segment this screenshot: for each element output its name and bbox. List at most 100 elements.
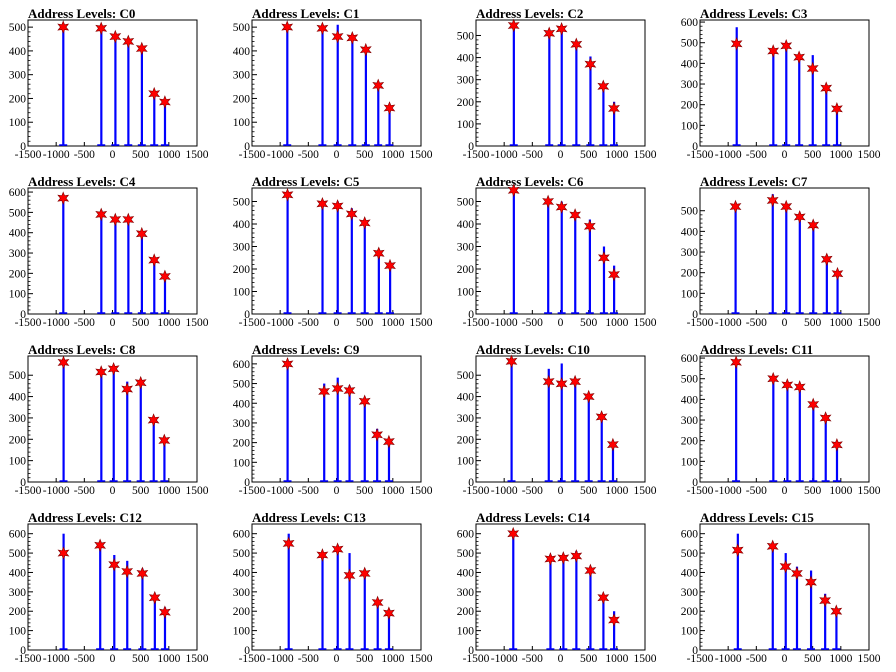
- data-bar: [363, 219, 366, 314]
- data-bar: [387, 438, 391, 482]
- x-tick-label: -500: [298, 485, 319, 497]
- chart-svg: 0 100 200 300 400 500 -1500 -1000 -500 0 500 1000 15…: [9, 355, 209, 497]
- chart-panel: Address Levels: C6 0 100 200 300 400 500 -1500-…: [448, 168, 672, 336]
- chart-svg: 0 100 200 300 400 500 -1500 -1000 -500 0 500 1000 15…: [457, 354, 657, 497]
- y-tick-label: 400: [9, 567, 27, 579]
- y-tick-label: 400: [457, 53, 475, 65]
- y-tick-label: 400: [233, 398, 251, 410]
- data-bar: [321, 28, 324, 146]
- y-tick-label: 0: [20, 477, 26, 489]
- peak-marker: [555, 21, 568, 36]
- data-bar: [153, 593, 156, 650]
- y-tick-label: 500: [233, 197, 251, 209]
- x-tick-label: -500: [298, 149, 319, 161]
- data-bar: [348, 385, 351, 482]
- data-bar: [153, 259, 156, 314]
- peak-marker: [807, 397, 820, 412]
- data-bar: [389, 262, 392, 314]
- chart-title: Address Levels: C4: [28, 174, 136, 189]
- data-bar: [163, 102, 167, 146]
- y-tick-label: 200: [681, 268, 699, 280]
- y-tick-label: 300: [681, 415, 699, 427]
- peak-marker: [148, 590, 161, 605]
- y-tick-label: 300: [9, 587, 27, 599]
- peak-marker: [316, 196, 329, 211]
- x-tick-label: 1500: [858, 149, 881, 161]
- data-bar: [835, 609, 838, 650]
- y-tick-label: 0: [20, 141, 26, 153]
- data-bar: [560, 28, 563, 147]
- chart-title: Address Levels: C11: [700, 342, 814, 357]
- y-tick-label: 300: [457, 242, 475, 254]
- y-tick-label: 0: [244, 309, 250, 321]
- y-tick-label: 600: [9, 187, 27, 199]
- x-tick-label: 0: [110, 485, 116, 497]
- data-bar: [784, 553, 787, 650]
- data-bar: [602, 84, 605, 146]
- peak-marker: [557, 551, 570, 565]
- y-tick-label: 500: [233, 548, 251, 560]
- y-tick-label: 300: [9, 413, 27, 425]
- peak-marker: [122, 34, 135, 49]
- x-tick-label: 0: [110, 317, 116, 329]
- x-tick-label: -1000: [267, 485, 294, 497]
- y-tick-label: 200: [457, 434, 475, 446]
- y-tick-label: 0: [468, 141, 474, 153]
- x-tick-label: 0: [558, 149, 564, 161]
- peak-marker: [597, 79, 610, 94]
- data-bar: [824, 415, 827, 482]
- peak-marker: [382, 606, 395, 621]
- peak-marker: [343, 383, 356, 398]
- data-bar: [153, 93, 156, 146]
- x-tick-label: -1500: [15, 317, 42, 329]
- y-tick-label: 500: [457, 548, 475, 560]
- peak-marker: [134, 375, 147, 390]
- peak-marker: [383, 101, 396, 115]
- peak-marker: [780, 199, 793, 214]
- x-tick-label: -500: [522, 485, 543, 497]
- x-tick-label: 0: [782, 149, 788, 161]
- x-tick-label: -1000: [43, 485, 70, 497]
- x-tick-label: -1500: [687, 149, 714, 161]
- y-tick-label: 100: [457, 287, 475, 299]
- x-tick-label: -500: [522, 653, 543, 665]
- chart-panel: Address Levels: C0 0 100 200 300 400 500 -1500-…: [0, 0, 224, 168]
- peak-marker: [781, 378, 794, 392]
- data-bar: [139, 381, 142, 482]
- data-bar: [126, 560, 129, 650]
- data-bar: [811, 55, 814, 146]
- chart-panel: Address Levels: C8 0 100 200 300 400 500 -1500-…: [0, 336, 224, 504]
- peak-marker: [95, 21, 108, 36]
- y-tick-label: 400: [681, 567, 699, 579]
- y-tick-label: 300: [681, 79, 699, 91]
- peak-marker: [830, 604, 843, 619]
- y-tick-label: 500: [9, 22, 27, 34]
- x-tick-label: 1500: [634, 149, 657, 161]
- y-tick-label: 100: [457, 626, 475, 638]
- y-tick-label: 500: [681, 206, 699, 218]
- x-tick-label: 1000: [381, 149, 404, 161]
- data-bar: [377, 84, 380, 146]
- chart-title: Address Levels: C1: [252, 6, 360, 21]
- peak-marker: [819, 593, 832, 608]
- peak-marker: [148, 86, 161, 101]
- peak-marker: [819, 411, 832, 425]
- x-tick-label: 500: [132, 149, 150, 161]
- data-bar: [377, 251, 380, 314]
- data-bar: [363, 399, 366, 482]
- data-bar: [835, 442, 839, 482]
- peak-marker: [147, 413, 160, 427]
- x-tick-label: 500: [356, 317, 374, 329]
- peak-marker: [346, 30, 359, 45]
- y-tick-label: 0: [20, 309, 26, 321]
- y-tick-label: 400: [681, 226, 699, 238]
- y-tick-label: 0: [692, 309, 698, 321]
- peak-marker: [358, 394, 371, 409]
- y-tick-label: 100: [9, 456, 27, 468]
- y-tick-label: 0: [468, 477, 474, 489]
- peak-marker: [505, 354, 518, 369]
- data-bar: [825, 87, 828, 146]
- x-tick-label: 500: [804, 485, 822, 497]
- x-tick-label: 1500: [410, 653, 433, 665]
- data-bar: [114, 216, 117, 314]
